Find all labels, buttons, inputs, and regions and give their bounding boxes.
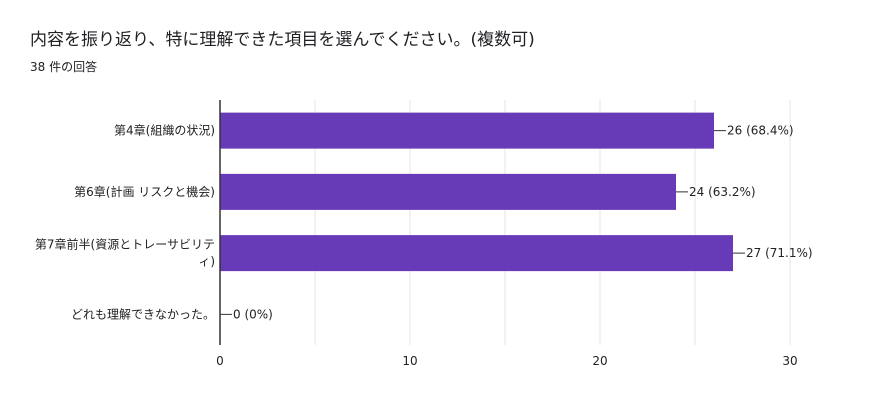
data-label: 27 (71.1%) — [746, 246, 813, 260]
x-tick-label: 20 — [592, 354, 607, 368]
category-label: ィ) — [198, 255, 215, 269]
data-label: 24 (63.2%) — [689, 185, 756, 199]
data-label: 26 (68.4%) — [727, 124, 794, 138]
bar — [220, 112, 714, 149]
bar — [220, 235, 733, 272]
bar — [220, 173, 676, 210]
category-label: どれも理解できなかった。 — [71, 307, 215, 321]
category-label: 第6章(計画 リスクと機会) — [74, 184, 215, 199]
x-tick-label: 30 — [782, 354, 797, 368]
category-label: 第4章(組織の状況) — [114, 123, 215, 138]
x-tick-label: 0 — [216, 354, 224, 368]
data-label: 0 (0%) — [233, 307, 273, 321]
response-count: 38 件の回答 — [30, 60, 98, 74]
chart-title: 内容を振り返り、特に理解できた項目を選んでください。(複数可) — [30, 30, 535, 50]
category-label: 第7章前半(資源とトレーサビリテ — [35, 237, 215, 252]
x-tick-label: 10 — [402, 354, 417, 368]
